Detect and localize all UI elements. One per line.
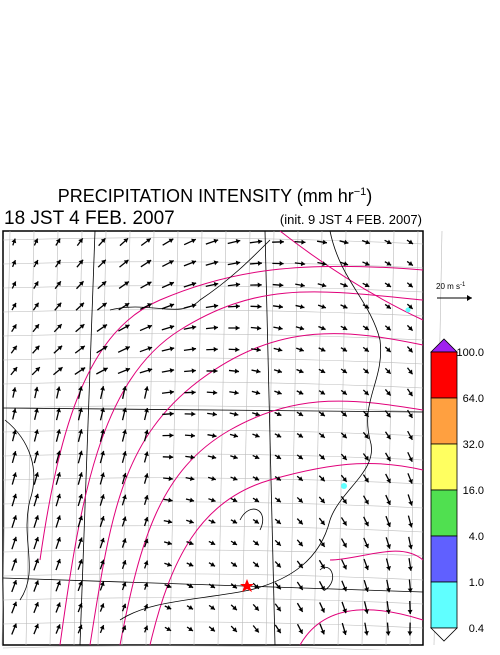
title-sup: −1 bbox=[354, 186, 367, 198]
colorbar-label: 16.0 bbox=[463, 485, 484, 497]
precip-spot bbox=[406, 308, 411, 313]
colorbar-segment bbox=[431, 490, 457, 536]
map-frame bbox=[3, 231, 423, 645]
vector-legend-text: 20 m s bbox=[436, 282, 460, 291]
grid-line bbox=[3, 646, 423, 650]
colorbar-label: 4.0 bbox=[469, 531, 484, 543]
colorbar-segment bbox=[431, 444, 457, 490]
vector-legend: 20 m s-1 bbox=[436, 282, 466, 291]
colorbar-under bbox=[431, 628, 457, 641]
colorbar-label: 0.4 bbox=[469, 623, 484, 635]
colorbar-over bbox=[431, 339, 457, 352]
vector-legend-head bbox=[467, 295, 472, 301]
title: PRECIPITATION INTENSITY (mm hr−1) bbox=[58, 186, 373, 206]
colorbar-label: 64.0 bbox=[463, 393, 484, 405]
colorbar-segment bbox=[431, 582, 457, 628]
map-area bbox=[2, 231, 442, 650]
colorbar-segment bbox=[431, 536, 457, 582]
precip-spot bbox=[341, 483, 347, 489]
title-close: ) bbox=[366, 186, 372, 206]
valid-time: 18 JST 4 FEB. 2007 bbox=[4, 208, 175, 229]
colorbar-label: 1.0 bbox=[469, 577, 484, 589]
init-time: (init. 9 JST 4 FEB. 2007) bbox=[280, 212, 422, 227]
vector-legend-sup: -1 bbox=[460, 282, 466, 288]
colorbar-segment bbox=[431, 352, 457, 398]
colorbar-segment bbox=[431, 398, 457, 444]
colorbar-label: 32.0 bbox=[463, 439, 484, 451]
colorbar-label: 100.0 bbox=[456, 347, 484, 359]
colorbar: 100.0 64.0 32.0 16.0 4.0 1.0 0.4 bbox=[431, 339, 484, 641]
title-text: PRECIPITATION INTENSITY (mm hr bbox=[58, 186, 354, 206]
